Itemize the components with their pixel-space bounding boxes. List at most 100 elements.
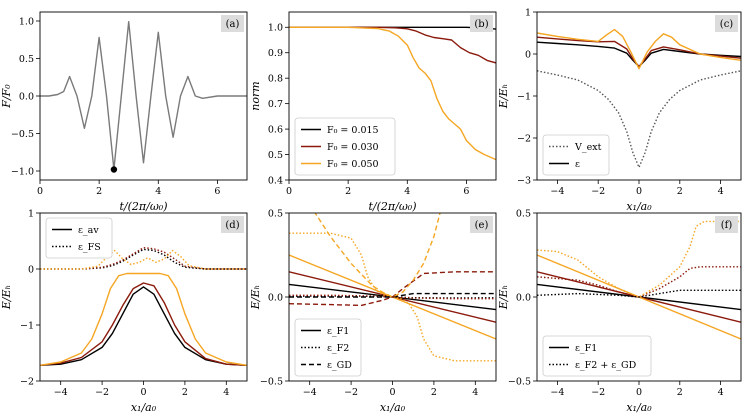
- series-line: [537, 36, 741, 68]
- y-tick-label: 0.8: [268, 74, 283, 85]
- y-tick-label: 0.0: [268, 292, 283, 303]
- series-line: [537, 266, 741, 298]
- x-tick-label: −2: [591, 387, 605, 398]
- legend: F₀ = 0.015 F₀ = 0.030 F₀ = 0.050: [294, 117, 396, 176]
- legend: ε_F1 ε_F2 ε_GD: [294, 318, 362, 377]
- series-line: [537, 70, 741, 169]
- panel-b: 0 2 4 6 0.4 0.5 0.6 0.7 0.8 0.9 1.0 t/(2π/ω₀) norm (b…: [249, 11, 497, 213]
- y-tick-label: −1: [20, 320, 34, 331]
- legend-label: F₀ = 0.050: [327, 159, 379, 170]
- y-axis-label: E/Eₕ: [497, 285, 510, 311]
- x-axis-label: x₁/a₀: [380, 401, 406, 414]
- y-tick-label: 0: [525, 49, 531, 60]
- x-tick-label: 6: [214, 186, 220, 197]
- series-line: [314, 213, 441, 298]
- panel-tag-box: [470, 216, 493, 233]
- legend-label: F₀ = 0.030: [327, 142, 379, 153]
- x-tick-label: −2: [591, 186, 605, 197]
- legend: ε_F1 ε_F2 + ε_GD: [542, 335, 652, 377]
- x-tick-label: −4: [550, 387, 564, 398]
- panel-tag-box: [715, 15, 738, 32]
- x-tick-label: 0: [286, 186, 292, 197]
- panel-tag-box: [715, 216, 738, 233]
- y-tick-label: 0.4: [268, 175, 283, 186]
- y-tick-label: 1.0: [268, 23, 283, 34]
- legend-label: ε_F1: [575, 343, 597, 354]
- x-tick-label: 0: [140, 387, 146, 398]
- x-axis-label: x₁/a₀: [626, 200, 652, 213]
- series-line: [289, 294, 496, 300]
- x-axis-label: x₁/a₀: [626, 401, 652, 414]
- y-axis-label: E/Eₕ: [0, 285, 13, 311]
- x-tick-label: 2: [182, 387, 188, 398]
- legend-label: ε_F2 + ε_GD: [575, 360, 637, 371]
- time-marker: [110, 166, 118, 173]
- y-tick-label: −1: [517, 91, 531, 102]
- legend-label: ε_F1: [327, 326, 349, 337]
- axes-frame: [288, 11, 497, 181]
- panel-tag: (e): [475, 220, 489, 231]
- series-group: [40, 246, 247, 366]
- series-line: [289, 271, 496, 307]
- panel-d: −4 −2 0 2 4 −2 −1 0 1 x₁/a₀ E/Eₕ (d) ε_av ε_FS: [0, 208, 248, 414]
- x-tick-label: 2: [345, 186, 351, 197]
- legend-box: [294, 318, 362, 377]
- panel-tag: (a): [226, 19, 240, 30]
- x-tick-label: 4: [472, 387, 478, 398]
- legend-label: ε_av: [78, 225, 99, 236]
- x-tick-label: 0: [389, 387, 395, 398]
- y-tick-label: 1: [28, 208, 34, 219]
- x-tick-label: −4: [54, 387, 68, 398]
- x-tick-label: 6: [463, 186, 469, 197]
- y-axis-label: E/Eₕ: [249, 285, 262, 311]
- legend-box: [542, 134, 610, 176]
- legend-label: F₀ = 0.015: [327, 125, 379, 136]
- x-tick-label: 2: [677, 387, 683, 398]
- x-tick-label: −4: [303, 387, 317, 398]
- series-group: [289, 213, 496, 362]
- x-tick-label: 4: [404, 186, 410, 197]
- x-tick-label: 2: [96, 186, 102, 197]
- panel-tag: (b): [474, 19, 488, 30]
- panel-tag-box: [470, 15, 493, 32]
- y-tick-label: −1.0: [11, 166, 34, 177]
- x-tick-label: 2: [677, 186, 683, 197]
- panel-tag: (c): [720, 19, 734, 30]
- y-tick-label: 1: [525, 7, 531, 18]
- y-tick-label: −0.5: [11, 129, 34, 140]
- x-tick-label: 4: [718, 387, 724, 398]
- legend: V_ext ε: [542, 134, 610, 176]
- legend: ε_av ε_FS: [45, 217, 113, 259]
- y-tick-label: −3: [517, 175, 531, 186]
- series-group: [537, 28, 741, 169]
- x-tick-label: 0: [636, 186, 642, 197]
- series-line: [289, 26, 496, 161]
- x-tick-label: 0: [37, 186, 43, 197]
- panel-c: −4 −2 0 2 4 −3 −2 −1 0 1 x₁/a₀ E/Eₕ (c) V_ext ε: [497, 7, 742, 213]
- series-line: [537, 220, 741, 298]
- y-tick-label: 0.7: [268, 99, 283, 110]
- series-line: [40, 282, 247, 366]
- legend-label: ε_F2: [327, 343, 349, 354]
- series-line: [40, 246, 247, 270]
- y-tick-label: 0.5: [516, 208, 531, 219]
- y-tick-label: −0.5: [260, 376, 283, 387]
- x-axis-label: t/(2π/ω₀): [119, 200, 167, 213]
- panel-tag: (d): [225, 220, 239, 231]
- x-tick-label: 2: [431, 387, 437, 398]
- x-tick-label: 4: [223, 387, 229, 398]
- panel-tag-box: [221, 15, 244, 32]
- panel-tag-box: [221, 216, 244, 233]
- y-tick-label: 0.9: [268, 48, 283, 59]
- x-axis-label: x₁/a₀: [131, 401, 157, 414]
- series-group: [40, 21, 247, 171]
- series-group: [537, 220, 741, 340]
- series-line: [289, 292, 496, 298]
- series-line: [40, 249, 247, 270]
- y-axis-label: norm: [249, 81, 262, 110]
- y-tick-label: 0.0: [19, 91, 34, 102]
- y-tick-label: 0.5: [268, 150, 283, 161]
- y-tick-label: 1.0: [19, 16, 34, 27]
- panel-e: −4 −2 0 2 4 −0.5 0.0 0.5 x₁/a₀ E/Eₕ (e) ε_F1 ε_F2 ε_G…: [249, 208, 497, 414]
- x-tick-label: −2: [344, 387, 358, 398]
